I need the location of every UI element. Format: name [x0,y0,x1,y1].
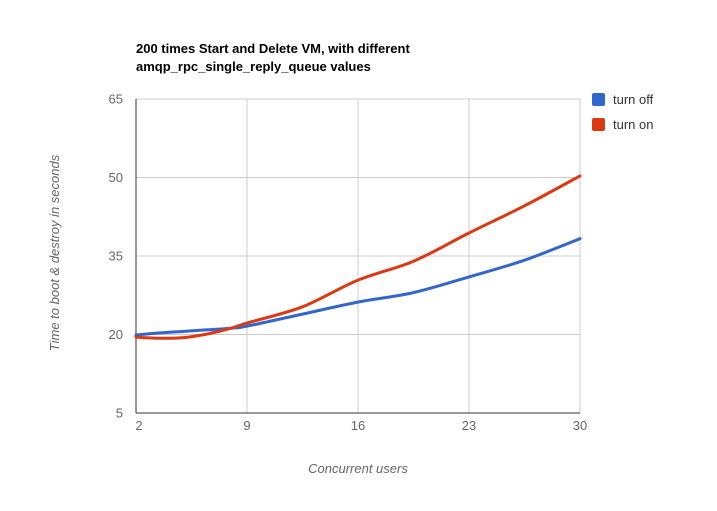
legend-label-turn-off: turn off [613,92,654,107]
legend-item-turn-on: turn on [592,117,654,132]
chart-title-line1: 200 times Start and Delete VM, with diff… [136,41,410,56]
legend: turn off turn on [592,92,654,143]
x-tick-label-16: 16 [351,418,365,433]
legend-item-turn-off: turn off [592,92,654,107]
chart-title-line2: amqp_rpc_single_reply_queue values [136,59,371,74]
x-tick-label-2: 2 [135,418,142,433]
y-tick-label-20: 20 [109,327,123,342]
y-tick-label-50: 50 [109,170,123,185]
x-tick-label-30: 30 [573,418,587,433]
x-axis-title: Concurrent users [308,461,408,476]
x-tick-label-9: 9 [243,418,250,433]
legend-swatch-turn-on [592,118,605,131]
series-line-turn-off [134,237,582,337]
y-tick-label-65: 65 [109,92,123,107]
y-tick-label-5: 5 [116,406,123,421]
x-tick-label-23: 23 [462,418,476,433]
legend-label-turn-on: turn on [613,117,654,132]
series-line-turn-on [134,174,582,340]
legend-swatch-turn-off [592,93,605,106]
y-axis-title: Time to boot & destroy in seconds [47,154,62,352]
y-tick-label-35: 35 [109,249,123,264]
chart-title: 200 times Start and Delete VM, with diff… [136,40,410,76]
